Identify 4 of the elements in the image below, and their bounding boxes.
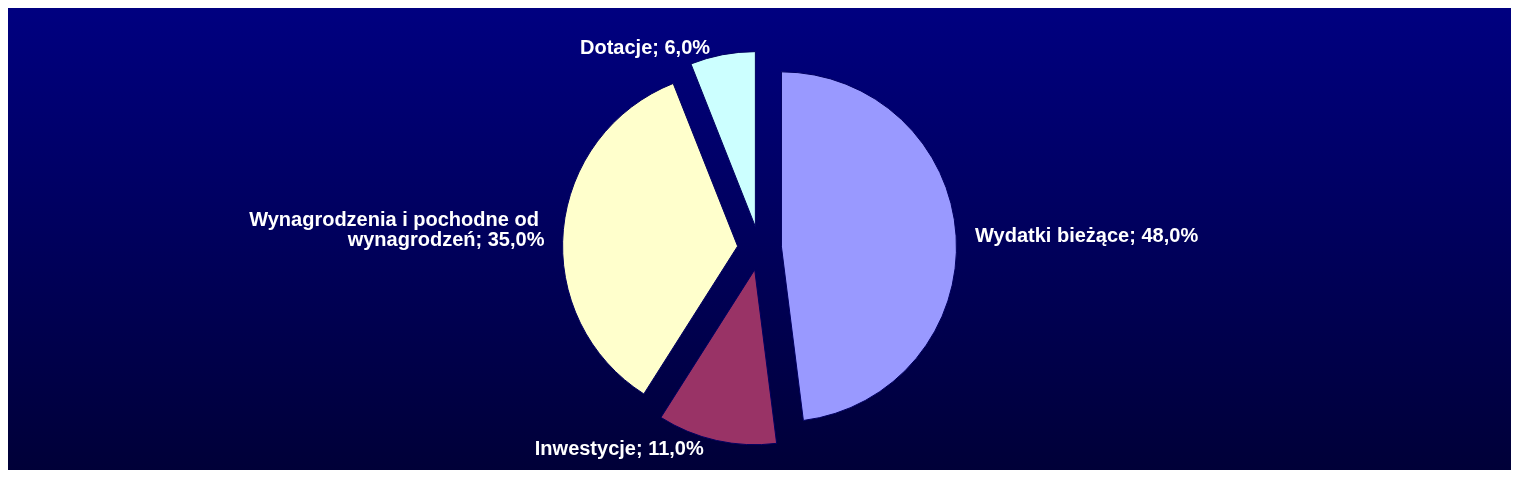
slice-label: Dotacje; 6,0% <box>580 35 711 58</box>
slice-label: Wynagrodzenia i pochodne od wynagrodzeń; 35,0% <box>249 207 545 250</box>
slice-label: Inwestycje; 11,0% <box>534 437 704 460</box>
slice-label: Wydatki bieżące; 48,0% <box>975 224 1199 247</box>
